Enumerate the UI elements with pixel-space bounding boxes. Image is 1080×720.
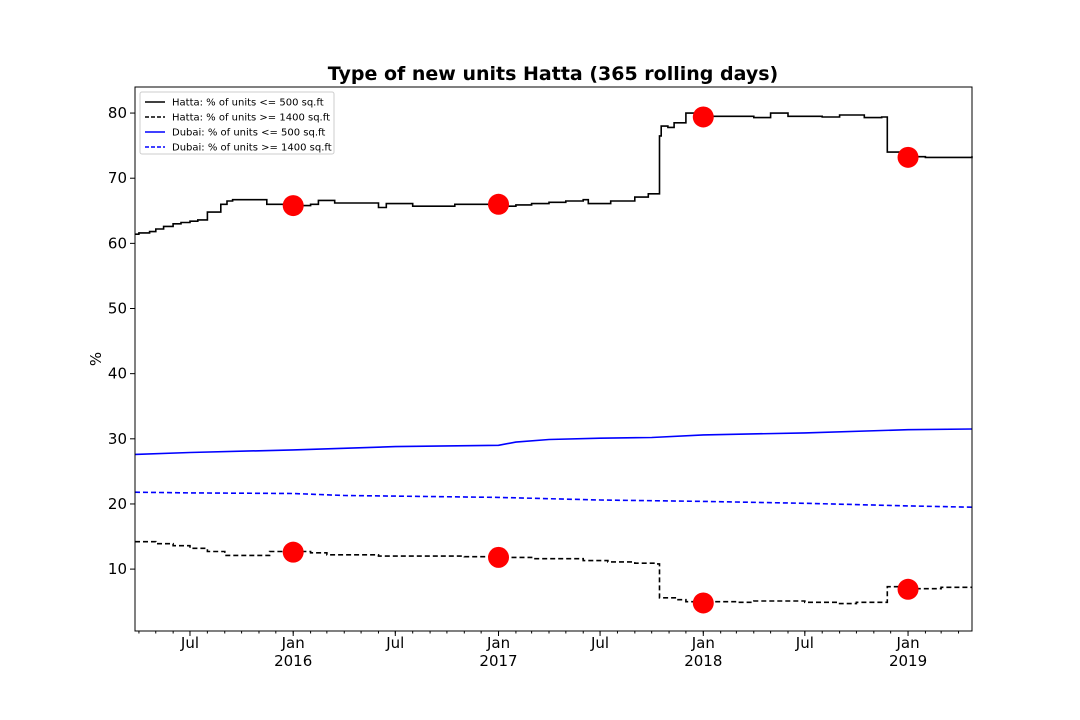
legend-box bbox=[139, 91, 335, 155]
x-tick-label: Jan bbox=[486, 634, 510, 652]
x-tick-label: Jan bbox=[895, 634, 919, 652]
marker-layer bbox=[282, 106, 919, 614]
x-tick-label: Jul bbox=[795, 634, 814, 652]
series-layer bbox=[134, 112, 973, 605]
y-tick-label: 10 bbox=[108, 560, 127, 578]
data-marker-s2-4 bbox=[897, 578, 919, 600]
x-tick-year-label: 2018 bbox=[684, 652, 722, 670]
x-tick-year-label: 2016 bbox=[274, 652, 312, 670]
y-tick-label: 70 bbox=[108, 169, 127, 187]
data-marker-s1-2 bbox=[488, 193, 510, 215]
y-tick-label: 60 bbox=[108, 234, 127, 252]
y-axis-label: % bbox=[87, 352, 105, 366]
x-tick-label: Jul bbox=[590, 634, 609, 652]
legend: Hatta: % of units <= 500 sq.ft Hatta: % o… bbox=[139, 91, 335, 155]
legend-label-2: Hatta: % of units >= 1400 sq.ft bbox=[172, 113, 330, 124]
x-tick-label: Jul bbox=[180, 634, 199, 652]
x-tick-year-label: 2019 bbox=[889, 652, 927, 670]
data-marker-s2-2 bbox=[488, 546, 510, 568]
plot-frame bbox=[134, 86, 973, 632]
y-tick-label: 50 bbox=[108, 300, 127, 318]
x-tick-label: Jul bbox=[385, 634, 404, 652]
y-tick-label: 40 bbox=[108, 365, 127, 383]
legend-label-1: Hatta: % of units <= 500 sq.ft bbox=[172, 98, 324, 109]
legend-label-3: Dubai: % of units <= 500 sq.ft bbox=[172, 128, 325, 139]
x-tick-label: Jan bbox=[281, 634, 305, 652]
data-marker-s2-1 bbox=[282, 541, 304, 563]
legend-label-4: Dubai: % of units >= 1400 sq.ft bbox=[172, 143, 332, 154]
y-tick-label: 30 bbox=[108, 430, 127, 448]
series-line-1 bbox=[135, 112, 973, 235]
y-tick-label: 80 bbox=[108, 104, 127, 122]
data-marker-s2-3 bbox=[692, 592, 714, 614]
series-line-3 bbox=[134, 428, 973, 456]
y-axis: 10 20 30 40 50 60 70 80 bbox=[108, 104, 135, 578]
data-marker-s1-3 bbox=[692, 106, 714, 128]
y-tick-label: 20 bbox=[108, 495, 127, 513]
x-tick-label: Jan bbox=[691, 634, 715, 652]
series-line-4 bbox=[134, 491, 973, 508]
data-marker-s1-4 bbox=[897, 146, 919, 168]
data-marker-s1-1 bbox=[282, 195, 304, 217]
chart-title: Type of new units Hatta (365 rolling day… bbox=[328, 63, 778, 85]
x-tick-year-label: 2017 bbox=[479, 652, 517, 670]
series-line-2 bbox=[135, 540, 972, 605]
